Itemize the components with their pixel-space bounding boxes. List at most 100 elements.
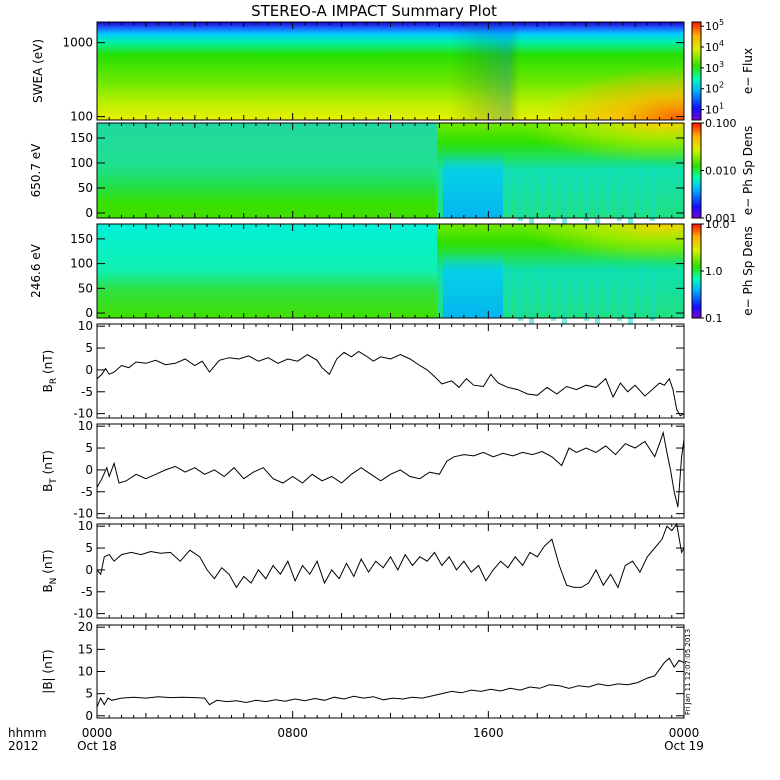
y-tick-label: 150 [70,131,93,145]
colorbar-tick-label: 105 [705,18,724,33]
series-line [96,522,685,589]
colorbar [691,21,702,121]
panel-frame [96,523,685,619]
y-tick-label: 150 [70,232,93,246]
spectrogram-image [594,281,600,329]
side-stamp: Fri Jan 11 12:07:05 2013 [684,629,692,715]
y-tick-label: -5 [81,485,93,499]
panel-frame [96,423,685,519]
x-tick-label: 0800 [277,726,308,740]
spectrogram-image [449,224,684,290]
colorbar-label: e− Ph Sp Dens [741,226,755,315]
y-tick-label: 0 [85,709,93,723]
y-tick-label: 10 [78,319,93,333]
y-tick-label: 1000 [62,36,93,50]
colorbar-tick-label: 101 [705,102,724,117]
spectrogram-image [550,173,556,221]
panel-frame [96,323,685,419]
line-panels: -10 -5 0 5 10 BR (nT) -10 -5 0 5 10 BT (nT) -10 -5 0 5 1… [41,319,685,723]
colorbar-tick-label: 0.001 [705,212,737,225]
spectrogram-image [528,281,534,329]
spectrogram-image [649,173,655,221]
line-panel: -10 -5 0 5 10 BR (nT) [41,319,685,421]
colorbar-label: e− Flux [741,48,755,94]
y-tick-label: 20 [78,620,93,634]
spectrogram-image [449,123,684,190]
y-axis-label: BN (nT) [41,549,59,592]
y-tick-label: 100 [70,156,93,170]
y-axis-label: BT (nT) [41,450,59,492]
spectrogram-image [583,173,589,221]
x-tick-label: 0000 [669,726,700,740]
spectrogram-image [594,180,600,229]
spectrogram-image [528,180,534,229]
colorbar-tick-label: 10.0 [705,218,730,231]
y-tick-label: 5 [85,687,93,701]
y-tick-label: 0 [85,206,93,220]
x-tick-label: 0000 [82,726,113,740]
spectrogram-image [97,224,437,318]
y-tick-label: 10 [78,419,93,433]
colorbar-tick-label: 103 [705,60,724,75]
colorbar-tick-label: 0.1 [705,312,723,325]
spectrogram-image [627,281,633,329]
y-tick-label: 50 [78,281,93,295]
x-tick-date: Oct 19 [664,739,704,753]
y-axis-label: BR (nT) [41,350,59,393]
spectrogram-image [616,273,622,321]
y-tick-label: 50 [78,181,93,195]
colorbar-tick-label: 0.010 [705,165,737,178]
y-tick-label: -5 [81,385,93,399]
y-tick-label: 100 [70,110,93,124]
spectrogram-image [561,281,567,329]
line-panel: -10 -5 0 5 10 BT (nT) [41,419,685,521]
line-panel: -10 -5 0 5 10 BN (nT) [41,519,685,621]
y-axis-label: 246.6 eV [29,243,43,298]
time-axis-label: hhmm [8,726,47,740]
y-tick-label: 10 [78,519,93,533]
spectrogram-image [627,180,633,229]
spectrogram-image [517,173,523,221]
y-tick-label: 0 [85,563,93,577]
spectrogram-image [649,273,655,321]
line-panel: 0 5 10 15 20 |B| (nT) [41,620,685,723]
spectrogram-image [550,273,556,321]
y-tick-label: 10 [78,665,93,679]
y-tick-label: 5 [85,541,93,555]
y-tick-label: 0 [85,363,93,377]
spectrogram-image [517,273,523,321]
colorbar [691,223,702,319]
colorbar-tick-label: 0.100 [705,117,737,130]
spectrogram-image [616,173,622,221]
y-tick-label: -5 [81,585,93,599]
plot-title: STEREO-A IMPACT Summary Plot [251,2,497,20]
series-line [96,657,685,708]
spectrogram-image [97,123,437,218]
series-line [96,430,685,508]
y-tick-label: 5 [85,341,93,355]
spectrogram-image [419,22,684,120]
spectrogram-panel: 0 50 100 150 246.6 eV 0.1 1.0 10.0 e− Ph Sp Dens [29,218,755,329]
colorbar-label: e− Ph Sp Dens [741,126,755,215]
spectrogram-image [583,273,589,321]
colorbar-tick-label: 102 [705,81,724,96]
colorbar-tick-label: 1.0 [705,265,723,278]
series-line [96,350,685,417]
spectrogram-image [561,180,567,229]
colorbar-tick-label: 104 [705,39,724,54]
x-tick-date: Oct 18 [77,739,117,753]
y-axis-label: |B| (nT) [41,649,55,693]
x-tick-label: 1600 [473,726,504,740]
y-tick-label: -10 [73,507,93,521]
y-tick-label: 100 [70,257,93,271]
y-tick-label: 5 [85,441,93,455]
y-tick-label: 0 [85,463,93,477]
time-axis-label: 2012 [8,739,39,753]
y-tick-label: 15 [78,642,93,656]
spectrogram-panel: 100 1000 SWEA (eV) 101 102 103 104 105 e− Flux [31,18,755,123]
y-tick-label: -10 [73,407,93,421]
colorbar [691,122,702,219]
